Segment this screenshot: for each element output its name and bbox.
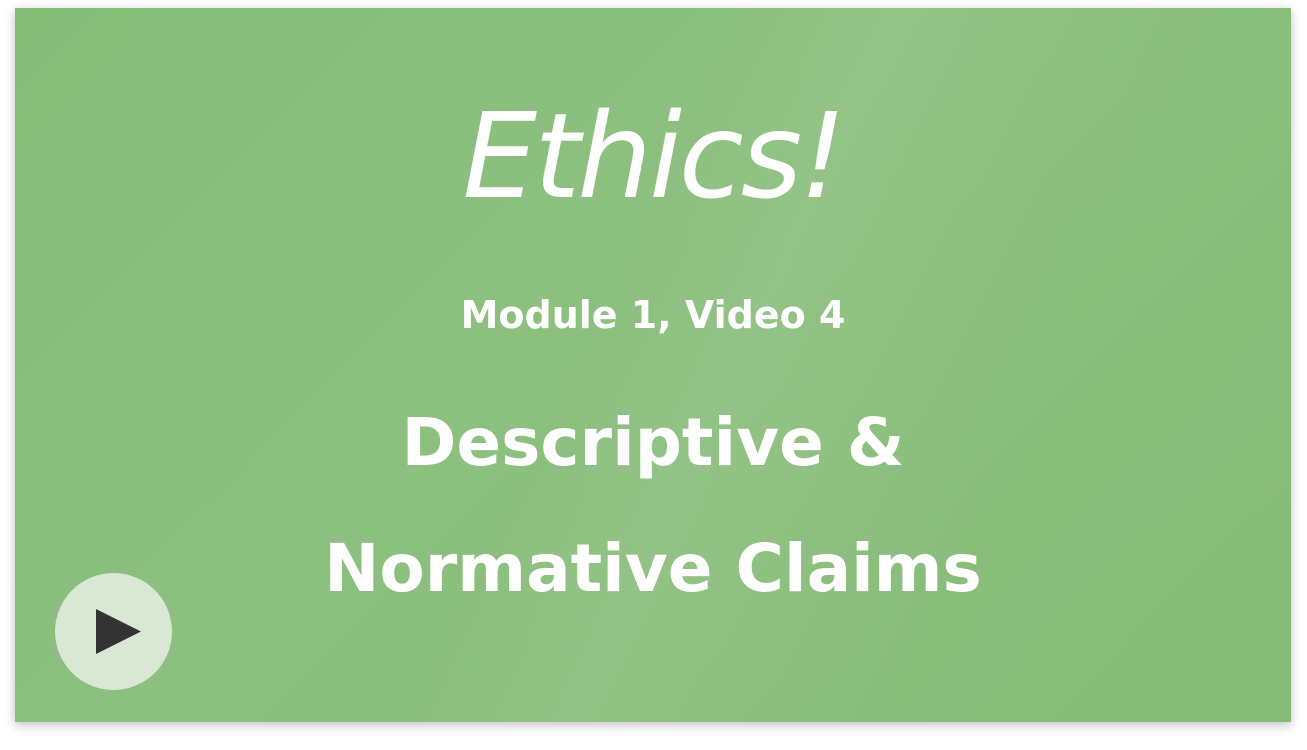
course-title: Ethics!: [462, 87, 846, 225]
video-topic-line-2: Normative Claims: [324, 530, 982, 607]
video-thumbnail[interactable]: Ethics! Module 1, Video 4 Descriptive & …: [15, 8, 1291, 722]
play-button[interactable]: [55, 573, 172, 690]
video-topic-line-1: Descriptive &: [401, 404, 905, 481]
module-label: Module 1, Video 4: [460, 293, 846, 337]
play-icon: [96, 609, 141, 654]
video-topic: Descriptive & Normative Claims: [15, 380, 1291, 632]
